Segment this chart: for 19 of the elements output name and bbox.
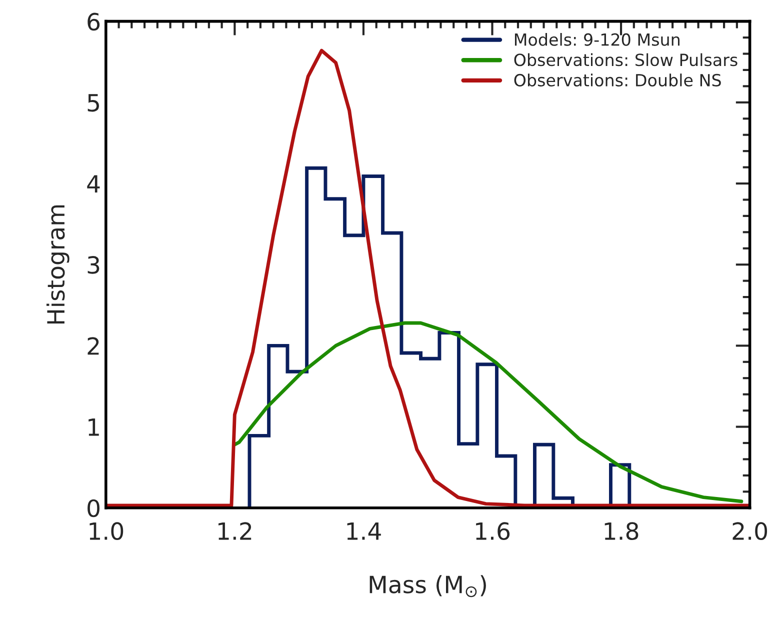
x-tick-label: 1.2 [218,522,252,540]
legend-label: Models: 9-120 Msun [514,32,680,46]
y-tick-label: 4 [87,175,100,192]
y-tick-label: 1 [88,418,99,436]
x-axis-title: Mass (M$_{⊙}$) [370,575,486,598]
x-tick-label: 2.0 [732,522,768,540]
y-tick-label: 3 [88,256,100,274]
x-tick-label: 1.8 [604,522,638,540]
x-tick-label: 1.0 [90,522,124,540]
legend-label: Observations: Slow Pulsars [514,53,738,66]
y-tick-label: 2 [88,337,99,355]
legend-label: Observations: Double NS [514,74,721,86]
y-tick-label: 6 [88,12,100,31]
y-axis-title: Histogram [46,205,70,324]
line-series [232,321,744,504]
y-tick-label: 5 [88,94,99,112]
y-tick-label: 0 [88,499,100,518]
x-tick-label: 1.6 [476,522,510,540]
x-tick-label: 1.4 [347,522,381,540]
